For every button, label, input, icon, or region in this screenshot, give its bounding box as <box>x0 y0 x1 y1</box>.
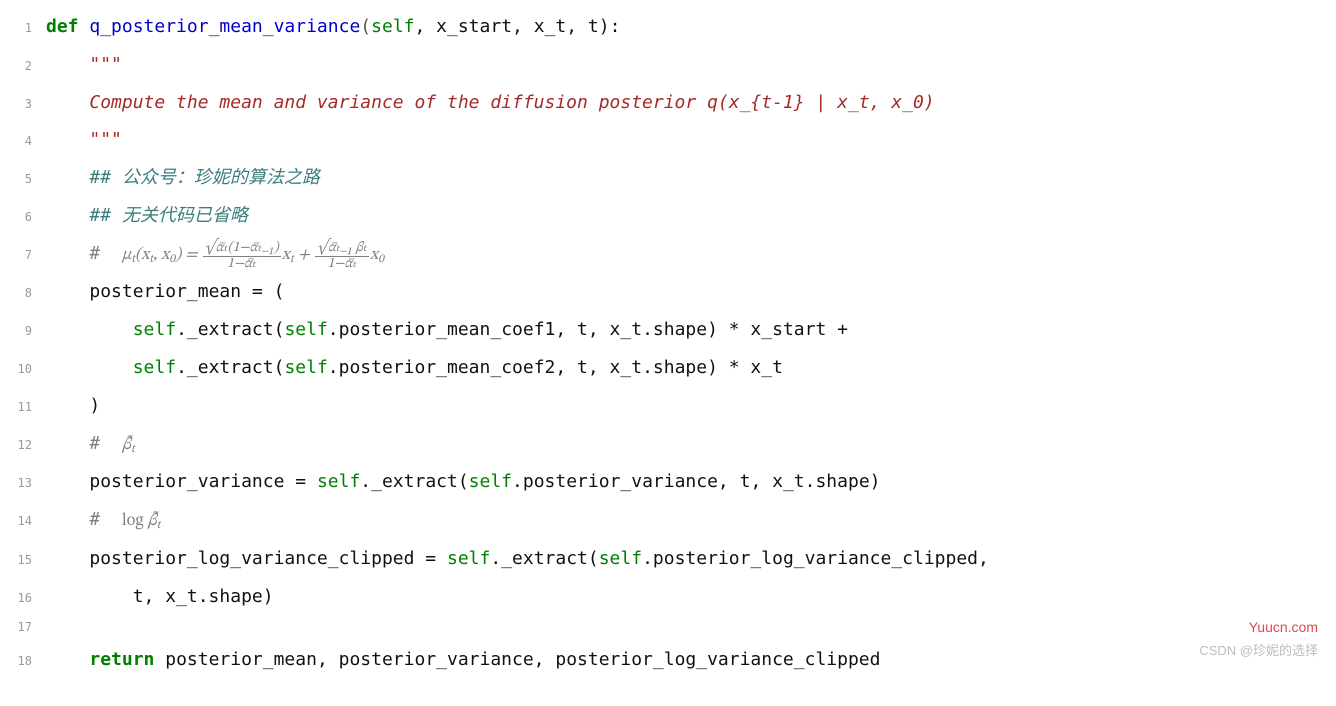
code-content: """ <box>46 121 1336 159</box>
code-line: 5 ## 公众号：珍妮的算法之路 <box>0 159 1336 197</box>
docstring-text: Compute the mean and variance of the dif… <box>89 92 934 113</box>
code-line: 6 ## 无关代码已省略 <box>0 197 1336 235</box>
self-ref: self <box>599 548 642 569</box>
code-content: Compute the mean and variance of the dif… <box>46 84 1336 122</box>
line-number: 13 <box>0 471 46 496</box>
code-content: self._extract(self.posterior_mean_coef1,… <box>46 311 1336 349</box>
line-number: 11 <box>0 395 46 420</box>
code-content: posterior_variance = self._extract(self.… <box>46 463 1336 501</box>
docstring-open: """ <box>89 54 122 75</box>
math-comment: # log β̃t <box>89 509 160 530</box>
code-line: 17 <box>0 615 1336 640</box>
code-content: posterior_log_variance_clipped = self._e… <box>46 540 1336 578</box>
line-number: 2 <box>0 54 46 79</box>
code-content: posterior_mean = ( <box>46 273 1336 311</box>
self-ref: self <box>284 319 327 340</box>
keyword-def: def <box>46 16 79 37</box>
comment: ## 公众号：珍妮的算法之路 <box>89 167 320 188</box>
formula: μt(xt, x0) = √α̅ₜ(1−α̅ₜ₋₁)1−α̅ₜxt + √α̅ₜ… <box>122 247 384 264</box>
comment: ## 无关代码已省略 <box>89 205 248 226</box>
code-content: ## 无关代码已省略 <box>46 197 1336 235</box>
function-name: q_posterior_mean_variance <box>89 16 360 37</box>
fraction: √α̅ₜ(1−α̅ₜ₋₁)1−α̅ₜ <box>203 241 281 271</box>
code-content: t, x_t.shape) <box>46 578 1336 616</box>
code-block: 1 def q_posterior_mean_variance(self, x_… <box>0 8 1336 678</box>
code-line: 1 def q_posterior_mean_variance(self, x_… <box>0 8 1336 46</box>
code-line: 15 posterior_log_variance_clipped = self… <box>0 540 1336 578</box>
code-content: """ <box>46 46 1336 84</box>
code-line: 11 ) <box>0 387 1336 425</box>
line-number: 3 <box>0 92 46 117</box>
math-comment: # β̃t <box>89 433 134 454</box>
docstring-close: """ <box>89 129 122 150</box>
code-content: # μt(xt, x0) = √α̅ₜ(1−α̅ₜ₋₁)1−α̅ₜxt + √α… <box>46 235 1336 274</box>
line-number: 16 <box>0 586 46 611</box>
code-line: 10 self._extract(self.posterior_mean_coe… <box>0 349 1336 387</box>
code-line: 2 """ <box>0 46 1336 84</box>
math-comment: # μt(xt, x0) = √α̅ₜ(1−α̅ₜ₋₁)1−α̅ₜxt + √α… <box>89 243 384 264</box>
code-line: 7 # μt(xt, x0) = √α̅ₜ(1−α̅ₜ₋₁)1−α̅ₜxt + … <box>0 235 1336 274</box>
code-line: 4 """ <box>0 121 1336 159</box>
code-line: 18 return posterior_mean, posterior_vari… <box>0 641 1336 679</box>
code-line: 9 self._extract(self.posterior_mean_coef… <box>0 311 1336 349</box>
line-number: 10 <box>0 357 46 382</box>
code-content: ## 公众号：珍妮的算法之路 <box>46 159 1336 197</box>
self-ref: self <box>317 471 360 492</box>
code-content: # β̃t <box>46 425 1336 464</box>
code-line: 3 Compute the mean and variance of the d… <box>0 84 1336 122</box>
self-ref: self <box>447 548 490 569</box>
statement: t, x_t.shape) <box>133 586 274 607</box>
close-paren: ) <box>89 395 100 416</box>
line-number: 1 <box>0 16 46 41</box>
self-ref: self <box>133 357 176 378</box>
code-line: 12 # β̃t <box>0 425 1336 464</box>
line-number: 12 <box>0 433 46 458</box>
code-content: def q_posterior_mean_variance(self, x_st… <box>46 8 1336 46</box>
punct: ( <box>360 16 371 37</box>
code-line: 14 # log β̃t <box>0 501 1336 540</box>
watermark-author: CSDN @珍妮的选择 <box>1199 637 1318 664</box>
code-line: 13 posterior_variance = self._extract(se… <box>0 463 1336 501</box>
line-number: 6 <box>0 205 46 230</box>
self-ref: self <box>469 471 512 492</box>
code-content: ) <box>46 387 1336 425</box>
keyword-return: return <box>89 649 154 670</box>
line-number: 8 <box>0 281 46 306</box>
line-number: 18 <box>0 649 46 674</box>
line-number: 9 <box>0 319 46 344</box>
self-param: self <box>371 16 414 37</box>
code-content: # log β̃t <box>46 501 1336 540</box>
line-number: 4 <box>0 129 46 154</box>
code-line: 8 posterior_mean = ( <box>0 273 1336 311</box>
line-number: 7 <box>0 243 46 268</box>
statement: posterior_mean = ( <box>89 281 284 302</box>
self-ref: self <box>284 357 327 378</box>
line-number: 5 <box>0 167 46 192</box>
code-content: return posterior_mean, posterior_varianc… <box>46 641 1336 679</box>
params-rest: , x_start, x_t, t): <box>415 16 621 37</box>
self-ref: self <box>133 319 176 340</box>
line-number: 17 <box>0 615 46 640</box>
code-line: 16 t, x_t.shape) <box>0 578 1336 616</box>
fraction: √α̅ₜ₋₁ βₜ1−α̅ₜ <box>315 241 369 271</box>
line-number: 15 <box>0 548 46 573</box>
line-number: 14 <box>0 509 46 534</box>
code-content: self._extract(self.posterior_mean_coef2,… <box>46 349 1336 387</box>
